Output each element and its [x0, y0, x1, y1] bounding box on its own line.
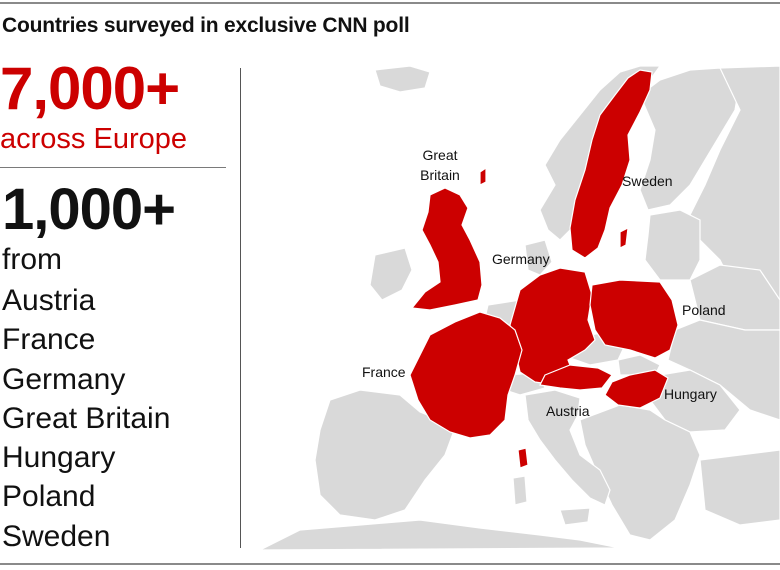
country-sweden	[569, 69, 653, 259]
country-list-item-great-britain: Great Britain	[2, 401, 171, 435]
top-rule	[0, 2, 780, 4]
country-hungary	[604, 369, 669, 409]
land-baltics	[644, 209, 701, 281]
map-land-background	[259, 66, 780, 550]
per-country-value: 1,000+	[2, 177, 176, 242]
country-list: Austria France Germany Great Britain Hun…	[2, 281, 170, 556]
country-sweden-gotland	[619, 226, 629, 249]
land-iceland	[374, 66, 431, 93]
country-list-item-germany: Germany	[2, 362, 126, 396]
map-label-germany: Germany	[492, 251, 550, 267]
country-great-britain	[410, 187, 483, 311]
land-denmark	[524, 239, 553, 276]
country-austria	[539, 364, 613, 391]
total-respondents-label: across Europe	[0, 123, 187, 155]
country-list-item-hungary: Hungary	[2, 441, 116, 475]
land-finland	[639, 67, 741, 211]
map-label-austria: Austria	[546, 403, 590, 419]
country-list-item-austria: Austria	[2, 284, 96, 317]
country-list-item-sweden: Sweden	[2, 519, 111, 553]
land-romania	[649, 369, 741, 433]
map-label-poland: Poland	[682, 302, 726, 318]
land-sicily	[559, 507, 591, 526]
map-label-hungary: Hungary	[664, 386, 717, 402]
country-list-item-france: France	[2, 323, 96, 357]
bottom-rule	[0, 563, 780, 565]
column-divider	[240, 68, 241, 548]
total-respondents-value: 7,000+	[0, 55, 180, 122]
map-highlighted-countries	[409, 69, 679, 469]
country-france-corsica	[517, 447, 529, 469]
country-france	[409, 311, 523, 439]
land-ireland	[369, 247, 413, 301]
page-title: Countries surveyed in exclusive CNN poll	[2, 14, 410, 37]
map-label-great-britain-line1: Great	[422, 147, 457, 163]
land-turkey	[699, 449, 780, 526]
map-label-sweden: Sweden	[622, 173, 673, 189]
map-label-great-britain-line2: Britain	[420, 167, 460, 183]
map-label-france: France	[362, 364, 406, 380]
per-country-label: from	[2, 243, 62, 276]
country-list-item-poland: Poland	[2, 480, 96, 514]
summary-divider	[0, 167, 226, 168]
land-sardinia	[512, 475, 528, 506]
land-ukraine	[667, 319, 780, 421]
country-great-britain-shetland	[479, 166, 487, 186]
land-iberia	[314, 389, 456, 521]
land-north-africa	[259, 519, 621, 550]
land-slovakia	[617, 354, 661, 376]
country-poland	[589, 279, 679, 359]
land-italy	[524, 389, 611, 506]
europe-map: Great Britain Sweden Germany Poland Fran…	[259, 66, 780, 550]
